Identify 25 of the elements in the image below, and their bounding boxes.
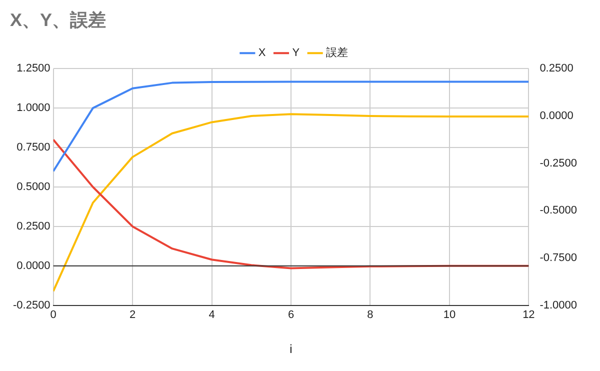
y-tick-label: 0.0000 [16, 260, 50, 272]
y2-tick-label: -0.5000 [540, 204, 578, 217]
x-tick-label: 6 [288, 309, 294, 322]
x-tick-label: 12 [522, 309, 535, 322]
y-tick-label: -0.2500 [12, 299, 50, 312]
y-tick-label: 0.5000 [16, 181, 50, 194]
y-tick-label: 0.2500 [16, 220, 50, 232]
y2-tick-label: 0.0000 [540, 110, 574, 122]
y2-tick-label: 0.2500 [540, 62, 574, 75]
x-tick-label: 4 [208, 309, 215, 322]
legend-label: 誤差 [326, 46, 348, 60]
y2-tick-label: -0.7500 [540, 252, 578, 264]
x-tick-label: 0 [50, 309, 56, 322]
y-tick-label: 1.2500 [16, 62, 50, 75]
y-tick-label: 1.0000 [16, 102, 50, 114]
y-tick-label: 0.7500 [16, 142, 50, 154]
legend-label: X [258, 47, 266, 60]
legend-label: Y [292, 47, 300, 60]
chart-title: X、Y、誤差 [10, 10, 106, 30]
x-tick-label: 10 [443, 309, 456, 322]
y2-tick-label: -0.2500 [540, 157, 578, 170]
x-tick-label: 2 [129, 309, 136, 322]
x-tick-label: 8 [367, 309, 374, 322]
x-axis-title: i [290, 342, 292, 356]
y2-tick-label: -1.0000 [540, 299, 578, 312]
